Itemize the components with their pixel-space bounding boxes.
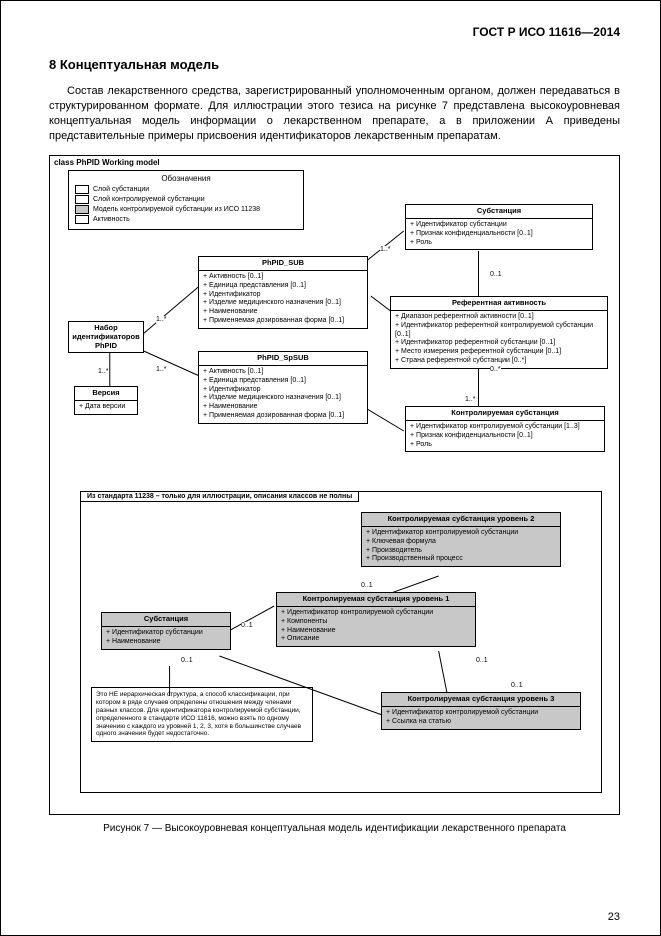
class-attrs: Идентификатор контролируемой субстанции … xyxy=(382,707,580,729)
class-title: Референтная активность xyxy=(391,297,607,311)
legend-label: Активность xyxy=(93,216,130,223)
legend-item: Модель контролируемой субстанции из ИСО … xyxy=(75,205,297,214)
legend-item: Слой субстанции xyxy=(75,185,297,194)
class-attrs: Активность [0..1] Единица представления … xyxy=(199,366,367,423)
class-substance-inner: Субстанция Идентификатор субстанции Наим… xyxy=(101,612,231,649)
class-idset: Набор идентификаторов PhPID xyxy=(68,321,144,353)
multiplicity: 1..* xyxy=(380,246,391,253)
document-header: ГОСТ Р ИСО 11616—2014 xyxy=(49,25,620,39)
class-attrs: Идентификатор контролируемой субстанции … xyxy=(362,527,560,566)
legend-label: Слой контролируемой субстанции xyxy=(93,196,205,203)
page-number: 23 xyxy=(608,911,620,923)
legend-item: Слой контролируемой субстанции xyxy=(75,195,297,204)
legend-label: Модель контролируемой субстанции из ИСО … xyxy=(93,206,260,213)
legend-item: Активность xyxy=(75,215,297,224)
multiplicity: 1..* xyxy=(156,366,167,373)
body-paragraph: Состав лекарственного средства, зарегист… xyxy=(49,84,620,143)
legend-swatch xyxy=(75,185,89,194)
inner-frame: Из стандарта 11238 – только для иллюстра… xyxy=(80,491,602,793)
class-title: PhPID_SpSUB xyxy=(199,352,367,366)
class-attrs: Дата версии xyxy=(75,401,137,414)
page: ГОСТ Р ИСО 11616—2014 8 Концептуальная м… xyxy=(0,0,661,936)
multiplicity: 1..* xyxy=(98,368,109,375)
class-title: Версия xyxy=(75,387,137,401)
section-heading: 8 Концептуальная модель xyxy=(49,57,620,72)
multiplicity: 0..1 xyxy=(241,622,253,629)
legend-swatch xyxy=(75,215,89,224)
class-title: Контролируемая субстанция уровень 1 xyxy=(277,593,475,607)
class-lvl3: Контролируемая субстанция уровень 3 Иден… xyxy=(381,692,581,729)
multiplicity: 1..* xyxy=(156,316,167,323)
class-lvl2: Контролируемая субстанция уровень 2 Иден… xyxy=(361,512,561,567)
class-title: Субстанция xyxy=(102,613,230,627)
class-title: Контролируемая субстанция уровень 2 xyxy=(362,513,560,527)
class-attrs: Диапазон референтной активности [0..1] И… xyxy=(391,311,607,368)
class-attrs: Идентификатор субстанции Признак конфиде… xyxy=(406,219,592,249)
class-title: PhPID_SUB xyxy=(199,257,367,271)
legend: Обозначения Слой субстанции Слой контрол… xyxy=(68,170,304,230)
multiplicity: 0..1 xyxy=(490,271,502,278)
class-ref-activity: Референтная активность Диапазон референт… xyxy=(390,296,608,368)
inner-frame-title: Из стандарта 11238 – только для иллюстра… xyxy=(80,491,359,502)
class-lvl1: Контролируемая субстанция уровень 1 Иден… xyxy=(276,592,476,647)
class-attrs: Идентификатор субстанции Наименование xyxy=(102,627,230,649)
figure-frame: class PhPID Working model Обозна xyxy=(49,155,620,815)
class-attrs: Активность [0..1] Единица представления … xyxy=(199,271,367,328)
class-title: Субстанция xyxy=(406,205,592,219)
class-controlled: Контролируемая субстанция Идентификатор … xyxy=(405,406,605,452)
multiplicity: 0..1 xyxy=(476,657,488,664)
class-title: Набор идентификаторов PhPID xyxy=(69,322,143,352)
class-title: Контролируемая субстанция xyxy=(406,407,604,421)
multiplicity: 0..1 xyxy=(181,657,193,664)
class-attrs: Идентификатор контролируемой субстанции … xyxy=(406,421,604,451)
diagram-title: class PhPID Working model xyxy=(54,158,160,167)
legend-label: Слой субстанции xyxy=(93,186,149,193)
multiplicity: 0..1 xyxy=(361,582,373,589)
class-phpid-spsub: PhPID_SpSUB Активность [0..1] Единица пр… xyxy=(198,351,368,423)
figure-caption: Рисунок 7 — Высокоуровневая концептуальн… xyxy=(49,823,620,834)
legend-swatch xyxy=(75,205,89,214)
multiplicity: 0..1 xyxy=(511,682,523,689)
class-phpid-sub: PhPID_SUB Активность [0..1] Единица пред… xyxy=(198,256,368,328)
legend-title: Обозначения xyxy=(75,174,297,183)
note-box: Это НЕ иерархическая структура, а способ… xyxy=(91,687,313,742)
class-attrs: Идентификатор контролируемой субстанции … xyxy=(277,607,475,646)
legend-swatch xyxy=(75,195,89,204)
class-substance: Субстанция Идентификатор субстанции Приз… xyxy=(405,204,593,250)
class-version: Версия Дата версии xyxy=(74,386,138,414)
multiplicity: 1..* xyxy=(465,396,476,403)
class-title: Контролируемая субстанция уровень 3 xyxy=(382,693,580,707)
multiplicity: 0..* xyxy=(490,366,501,373)
